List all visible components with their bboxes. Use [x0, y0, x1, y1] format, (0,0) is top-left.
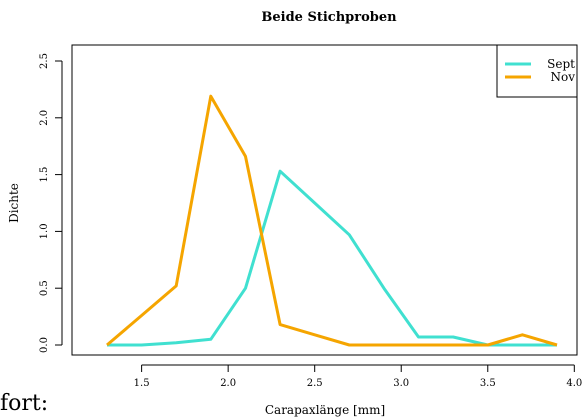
- series-lines: [106, 94, 558, 347]
- y-axis-label: Dichte: [7, 183, 21, 223]
- x-tick-label: 2.5: [307, 378, 323, 389]
- y-tick-label: 1.5: [39, 167, 50, 183]
- x-tick-label: 3.0: [393, 378, 409, 389]
- y-tick-label: 0.0: [39, 337, 50, 353]
- y-axis: 0.0 0.5 1.0 1.5 2.0 2.5: [39, 53, 63, 353]
- x-tick-label: 4.0: [566, 378, 582, 389]
- y-tick-label: 2.0: [39, 110, 50, 126]
- series-line-nov: [106, 94, 558, 347]
- x-axis: 1.5 2.0 2.5 3.0 3.5 4.0: [134, 364, 582, 389]
- cropped-text: fort:: [0, 391, 49, 416]
- x-tick-label: 3.5: [480, 378, 496, 389]
- y-tick-label: 0.5: [39, 280, 50, 296]
- y-tick-label: 1.0: [39, 223, 50, 239]
- x-tick-label: 1.5: [134, 378, 150, 389]
- series-line-sept: [107, 169, 557, 347]
- legend-box: [496, 44, 578, 98]
- legend-label: Nov: [550, 70, 575, 84]
- y-tick-label: 2.5: [39, 53, 50, 69]
- plot-frame: [71, 44, 578, 356]
- x-axis-label: Carapaxlänge [mm]: [265, 403, 385, 417]
- legend-label: Sept: [547, 57, 575, 71]
- x-tick-label: 2.0: [220, 378, 236, 389]
- chart-title: Beide Stichproben: [261, 10, 397, 25]
